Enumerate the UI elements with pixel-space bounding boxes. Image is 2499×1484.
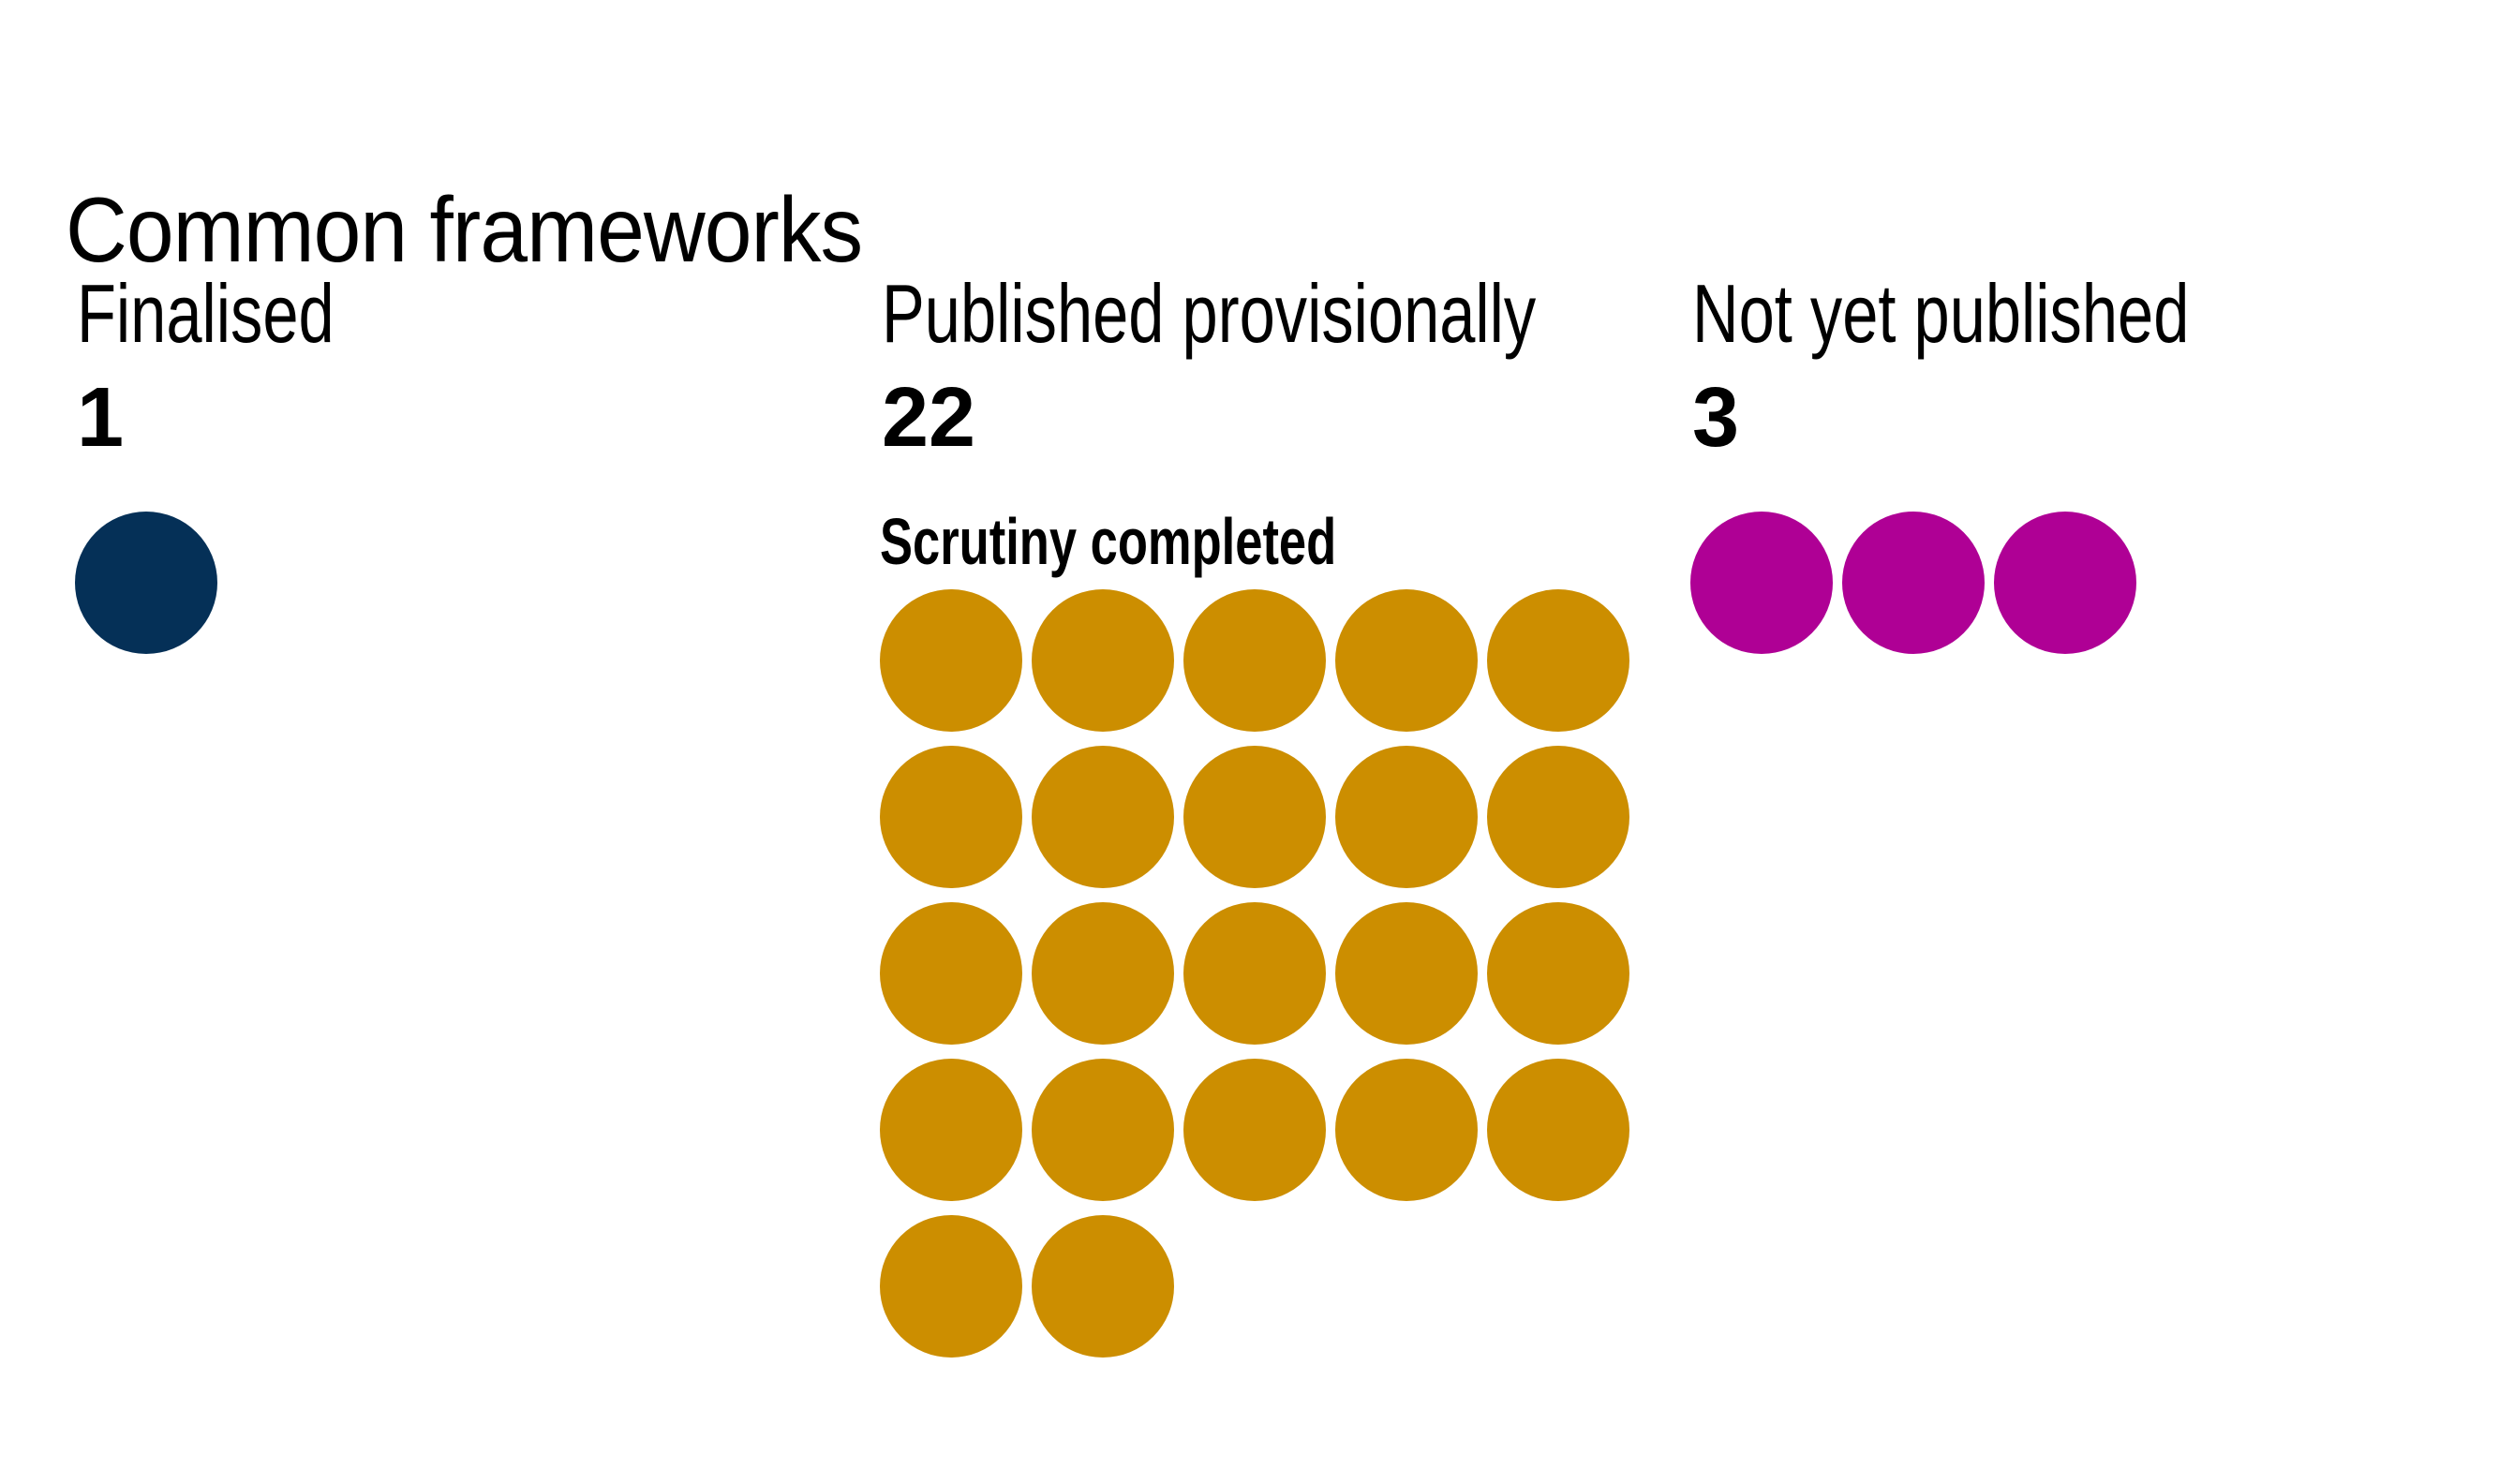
dot	[1032, 1059, 1174, 1201]
dot	[1335, 902, 1478, 1045]
category-count-finalised: 1	[77, 371, 125, 465]
dot	[1842, 512, 1985, 654]
dot	[1183, 746, 1326, 888]
dot	[1183, 589, 1326, 732]
category-count-published-provisionally: 22	[882, 371, 976, 465]
dot	[1487, 1059, 1629, 1201]
dot	[1487, 746, 1629, 888]
dot	[1487, 902, 1629, 1045]
dot-grid-not-yet-published	[1690, 512, 2440, 654]
dot	[1335, 1059, 1478, 1201]
dot	[75, 512, 217, 654]
dot	[880, 902, 1022, 1045]
dot	[880, 746, 1022, 888]
dot	[1032, 589, 1174, 732]
dot-grid-published-provisionally	[880, 589, 1629, 1358]
dot	[1335, 746, 1478, 888]
category-count-not-yet-published: 3	[1692, 371, 1740, 465]
category-sublabel-scrutiny-completed: Scrutiny completed	[880, 505, 1337, 578]
dot	[1032, 746, 1174, 888]
category-label-not-yet-published: Not yet published	[1692, 267, 2190, 360]
chart-title: Common frameworks	[66, 177, 863, 281]
category-label-published-provisionally: Published provisionally	[882, 267, 1537, 360]
dot	[880, 1059, 1022, 1201]
dot	[1183, 1059, 1326, 1201]
category-label-finalised: Finalised	[77, 267, 335, 360]
dot	[1032, 902, 1174, 1045]
dot	[1994, 512, 2136, 654]
dot	[880, 1215, 1022, 1358]
dot	[1690, 512, 1833, 654]
dot	[1032, 1215, 1174, 1358]
dot-grid-finalised	[75, 512, 825, 654]
dot	[1183, 902, 1326, 1045]
dot	[1335, 589, 1478, 732]
dot	[1487, 589, 1629, 732]
dot	[880, 589, 1022, 732]
